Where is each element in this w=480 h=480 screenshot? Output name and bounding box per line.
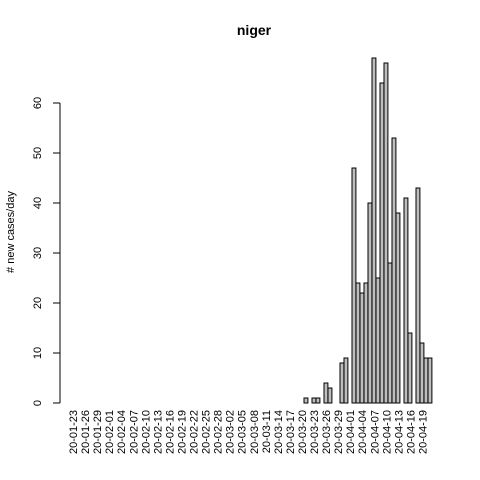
y-axis-label: # new cases/day: [5, 191, 17, 273]
x-tick-label: 20-02-22: [189, 410, 201, 454]
bar: [403, 197, 409, 404]
bar: [339, 362, 345, 404]
y-tick-label: 50: [32, 147, 44, 159]
y-tick-label: 60: [32, 97, 44, 109]
x-tick-label: 20-01-29: [92, 410, 104, 454]
x-tick-label: 20-03-29: [333, 410, 345, 454]
x-tick-label: 20-02-13: [152, 410, 164, 454]
bar: [395, 212, 401, 404]
x-tick-label: 20-04-10: [381, 410, 393, 454]
bar: [423, 357, 429, 404]
bar: [427, 357, 433, 404]
x-tick-label: 20-03-11: [261, 410, 273, 453]
x-tick-label: 20-04-19: [417, 410, 429, 454]
x-tick-label: 20-03-26: [321, 410, 333, 454]
x-tick-label: 20-01-26: [80, 410, 92, 454]
bar: [371, 57, 377, 404]
y-tick-label: 20: [32, 297, 44, 309]
bar: [303, 397, 309, 404]
x-axis: 20-01-23 20-01-26 20-01-29 20-02-01 20-02-04…: [68, 410, 429, 454]
y-tick-label: 30: [32, 247, 44, 259]
x-tick-label: 20-04-13: [393, 410, 405, 454]
x-tick-label: 20-01-23: [68, 410, 80, 454]
bar: [375, 277, 381, 404]
x-tick-label: 20-02-25: [201, 410, 213, 454]
x-tick-label: 20-02-10: [140, 410, 152, 454]
x-tick-label: 20-04-01: [345, 410, 357, 454]
bar: [391, 137, 397, 404]
y-tick-label: 10: [32, 347, 44, 359]
bar: [407, 332, 413, 404]
y-tick-label: 40: [32, 197, 44, 209]
x-tick-label: 20-03-14: [273, 410, 285, 454]
bar: [419, 342, 425, 404]
x-tick-label: 20-02-16: [164, 410, 176, 454]
bar: [351, 167, 357, 404]
x-tick-label: 20-04-04: [357, 410, 369, 454]
bar: [383, 62, 389, 404]
bar: [315, 397, 321, 404]
x-tick-label: 20-02-01: [104, 410, 116, 454]
bar: [327, 387, 333, 404]
bars: [303, 57, 433, 404]
bar: [343, 357, 349, 404]
x-tick-label: 20-03-17: [285, 410, 297, 454]
x-tick-label: 20-02-19: [176, 410, 188, 454]
bar: [415, 187, 421, 404]
bar: [379, 82, 385, 404]
bar: [359, 292, 365, 404]
x-tick-label: 20-03-05: [237, 410, 249, 454]
x-tick-label: 20-04-07: [369, 410, 381, 454]
bar: [355, 282, 361, 404]
x-tick-label: 20-03-20: [297, 410, 309, 454]
chart-title: niger: [237, 22, 272, 38]
bar: [387, 262, 393, 404]
bar: [363, 282, 369, 404]
bar: [311, 397, 317, 404]
x-tick-label: 20-02-28: [213, 410, 225, 454]
x-tick-label: 20-04-16: [405, 410, 417, 454]
x-tick-label: 20-03-02: [225, 410, 237, 454]
x-tick-label: 20-03-08: [249, 410, 261, 454]
bar: [367, 202, 373, 404]
x-tick-label: 20-02-04: [116, 410, 128, 454]
x-tick-label: 20-03-23: [309, 410, 321, 454]
y-axis: 0 10 20 30 40 50 60: [32, 97, 61, 406]
x-tick-label: 20-02-07: [128, 410, 140, 454]
bar: [323, 382, 329, 404]
y-tick-label: 0: [32, 400, 44, 406]
